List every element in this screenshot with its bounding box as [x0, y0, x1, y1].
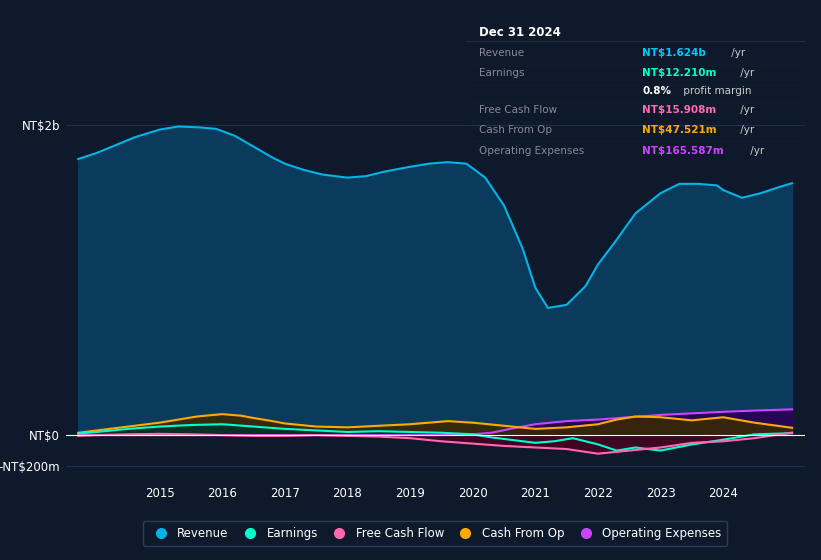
Text: NT$165.587m: NT$165.587m	[642, 146, 724, 156]
Text: /yr: /yr	[728, 48, 745, 58]
Text: profit margin: profit margin	[681, 86, 752, 96]
Text: /yr: /yr	[737, 105, 754, 115]
Legend: Revenue, Earnings, Free Cash Flow, Cash From Op, Operating Expenses: Revenue, Earnings, Free Cash Flow, Cash …	[143, 521, 727, 546]
Text: Earnings: Earnings	[479, 68, 525, 78]
Text: NT$12.210m: NT$12.210m	[642, 68, 717, 78]
Text: NT$15.908m: NT$15.908m	[642, 105, 717, 115]
Text: Revenue: Revenue	[479, 48, 525, 58]
Text: Dec 31 2024: Dec 31 2024	[479, 26, 561, 39]
Text: /yr: /yr	[737, 125, 754, 134]
Text: Free Cash Flow: Free Cash Flow	[479, 105, 557, 115]
Text: /yr: /yr	[747, 146, 764, 156]
Text: /yr: /yr	[737, 68, 754, 78]
Text: Operating Expenses: Operating Expenses	[479, 146, 585, 156]
Text: NT$1.624b: NT$1.624b	[642, 48, 706, 58]
Text: Cash From Op: Cash From Op	[479, 125, 552, 134]
Text: NT$47.521m: NT$47.521m	[642, 125, 717, 134]
Text: 0.8%: 0.8%	[642, 86, 672, 96]
